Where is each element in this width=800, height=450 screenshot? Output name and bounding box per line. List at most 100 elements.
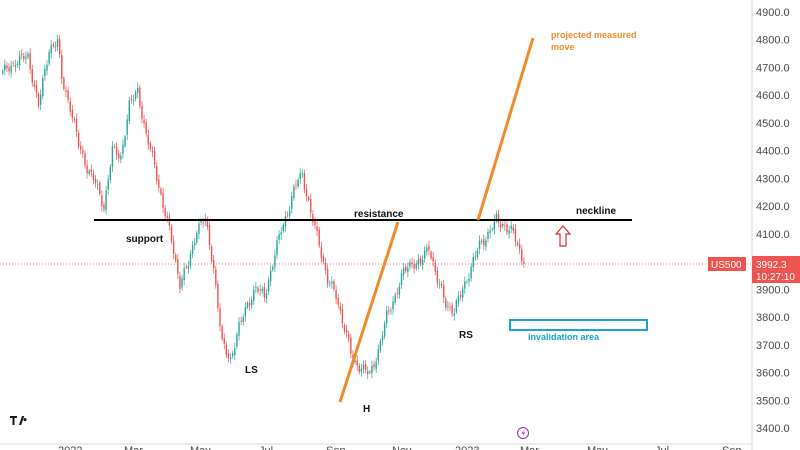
y-tick-label: 4800.0 [756,35,790,47]
x-tick-label: Jul [655,445,669,450]
y-tick-label: 3600.0 [756,368,790,380]
candle [282,222,285,233]
candle [312,210,314,226]
y-tick-label: 3400.0 [756,423,790,435]
candle [466,279,468,285]
candle [337,294,339,309]
candle [305,184,308,202]
candle [99,180,101,196]
candle [506,221,508,235]
candle [411,257,413,269]
projection-label-line1: projected measured [551,30,637,40]
candle [430,250,432,261]
candle [272,264,274,272]
candle [240,316,242,326]
candle [508,225,510,239]
candle [187,260,190,274]
candle [84,150,86,169]
candle [358,363,360,375]
candle [286,211,289,218]
candle [175,252,177,263]
x-tick-label: Mar [124,445,143,450]
candle [160,186,162,196]
candle [322,253,325,265]
candle [371,360,373,379]
candle [474,251,477,261]
candle [111,141,114,173]
candle [170,223,173,245]
up-arrow-icon [554,225,572,247]
lightning-icon[interactable] [517,427,529,439]
candle [402,262,405,281]
candle [493,214,496,235]
candle [130,94,133,104]
candle [86,159,88,179]
candle [263,282,266,302]
candle [331,276,333,289]
candle [396,287,398,299]
candle [191,240,194,259]
candle [101,190,103,212]
candle [293,183,295,201]
candle [373,360,375,371]
candle [80,141,82,155]
candle [14,59,17,73]
candle [115,142,118,160]
candle [73,116,76,123]
candle [164,205,166,220]
candles [2,35,525,380]
candle [189,249,192,269]
time-axis[interactable]: 2022 Mar May Jul Sep Nov 2023 Mar May Jul Sep [58,445,742,450]
candle [278,230,280,244]
candle [510,221,512,234]
projection-label-line2: move [551,42,575,52]
candle [20,49,23,60]
y-tick-label: 3700.0 [756,340,790,352]
candle [369,369,371,375]
candle [179,271,181,294]
candle [29,48,31,75]
candle [375,357,377,373]
measured-move-line [338,221,400,403]
tradingview-logo[interactable] [8,412,32,428]
candle [436,266,439,288]
x-tick-label: May [587,445,608,450]
candle [438,278,441,289]
x-tick-label: Sep [722,445,742,450]
candle [246,301,249,310]
x-tick-label: Mar [520,445,539,450]
neckline-label: neckline [576,206,616,217]
candle [124,134,126,148]
candle [343,322,346,334]
candle [445,295,447,311]
candle [518,238,521,254]
candle [120,151,122,164]
candle [75,113,78,138]
candle [326,264,329,288]
candle [122,139,124,160]
candle [71,104,74,123]
candle [478,235,481,255]
candle [225,341,228,358]
candle [82,145,84,159]
candle [341,303,344,329]
candle [483,234,485,251]
candle [137,82,139,99]
candle [459,291,462,301]
candle [291,191,293,214]
candle [92,169,95,185]
candle [181,274,183,291]
candle [177,254,179,280]
candle [210,244,213,264]
candle [54,41,57,52]
y-tick-label: 4400.0 [756,146,790,158]
candle [44,64,46,81]
candle [284,210,287,232]
candle [386,305,388,329]
candle [388,305,390,315]
candle [33,79,36,91]
x-tick-label: Nov [392,445,412,450]
candle [455,298,458,314]
tv-logo-icon [10,416,27,425]
